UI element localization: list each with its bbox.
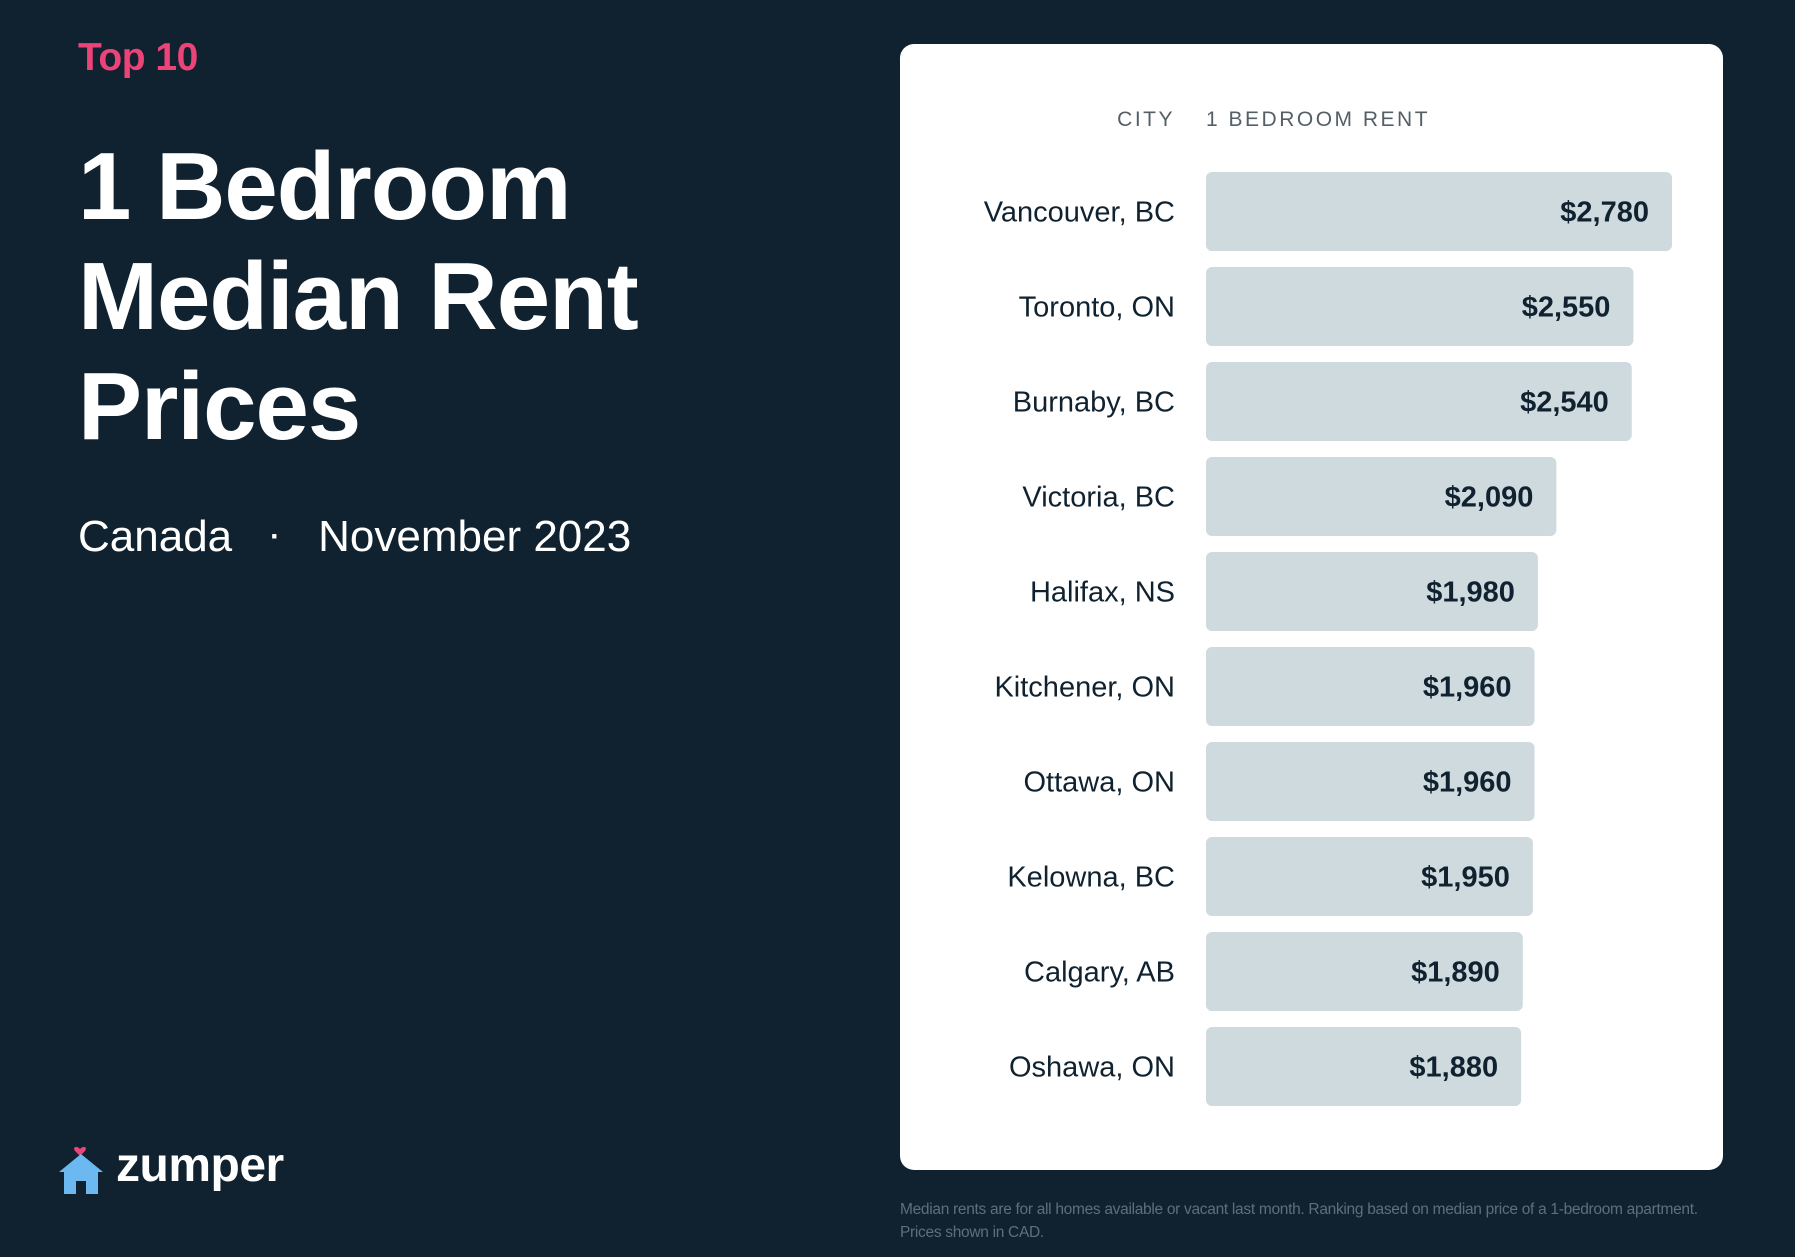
bar-8	[1206, 932, 1523, 1011]
bar-6	[1206, 742, 1535, 821]
value-label-4: $1,980	[1426, 577, 1515, 609]
title-line-1: 1 Bedroom	[78, 133, 571, 240]
value-label-9: $1,880	[1409, 1052, 1498, 1084]
bar-3	[1206, 457, 1557, 536]
title-line-3: Prices	[78, 353, 361, 460]
bar-7	[1206, 837, 1533, 916]
city-label-9: Oshawa, ON	[1009, 1052, 1175, 1084]
header: Top 10 1 Bedroom Median Rent Prices Cana…	[78, 36, 838, 562]
zumper-logo: zumper	[56, 1136, 284, 1194]
bar-9	[1206, 1027, 1522, 1106]
footnote: Median rents are for all homes available…	[900, 1201, 1698, 1241]
value-label-0: $2,780	[1560, 197, 1649, 229]
bar-5	[1206, 647, 1535, 726]
title-line-2: Median Rent	[78, 243, 639, 350]
value-label-7: $1,950	[1421, 862, 1510, 894]
city-label-5: Kitchener, ON	[994, 672, 1175, 704]
city-label-8: Calgary, AB	[1024, 957, 1175, 989]
value-label-1: $2,550	[1522, 292, 1611, 324]
value-label-3: $2,090	[1445, 482, 1534, 514]
value-label-8: $1,890	[1411, 957, 1500, 989]
column-header-city: CITY	[1117, 108, 1175, 131]
period-label: November 2023	[318, 512, 632, 561]
separator-dot: ·	[270, 520, 281, 553]
bar-2	[1206, 362, 1632, 441]
value-label-6: $1,960	[1423, 767, 1512, 799]
chart-card: CITY 1 BEDROOM RENT Vancouver, BC $2,780 T…	[900, 44, 1723, 1170]
value-label-2: $2,540	[1520, 387, 1609, 419]
value-label-5: $1,960	[1423, 672, 1512, 704]
logo-text: zumper	[116, 1138, 284, 1192]
city-label-0: Vancouver, BC	[984, 197, 1175, 229]
column-header-rent: 1 BEDROOM RENT	[1206, 108, 1431, 131]
city-label-1: Toronto, ON	[1019, 292, 1175, 324]
bar-4	[1206, 552, 1538, 631]
city-label-7: Kelowna, BC	[1007, 862, 1175, 894]
region-label: Canada	[78, 512, 233, 561]
city-label-6: Ottawa, ON	[1024, 767, 1176, 799]
city-label-4: Halifax, NS	[1030, 577, 1175, 609]
city-label-2: Burnaby, BC	[1013, 387, 1175, 419]
city-label-3: Victoria, BC	[1022, 482, 1175, 514]
bar-1	[1206, 267, 1634, 346]
subtitle: Canada · November 2023	[78, 512, 838, 562]
eyebrow-label: Top 10	[78, 36, 198, 79]
bar-0	[1206, 172, 1672, 251]
page-title: 1 Bedroom Median Rent Prices	[78, 132, 838, 462]
house-heart-icon	[59, 1146, 103, 1194]
bar-chart: Vancouver, BC $2,780 Toronto, ON $2,550 Burn…	[984, 172, 1672, 1106]
